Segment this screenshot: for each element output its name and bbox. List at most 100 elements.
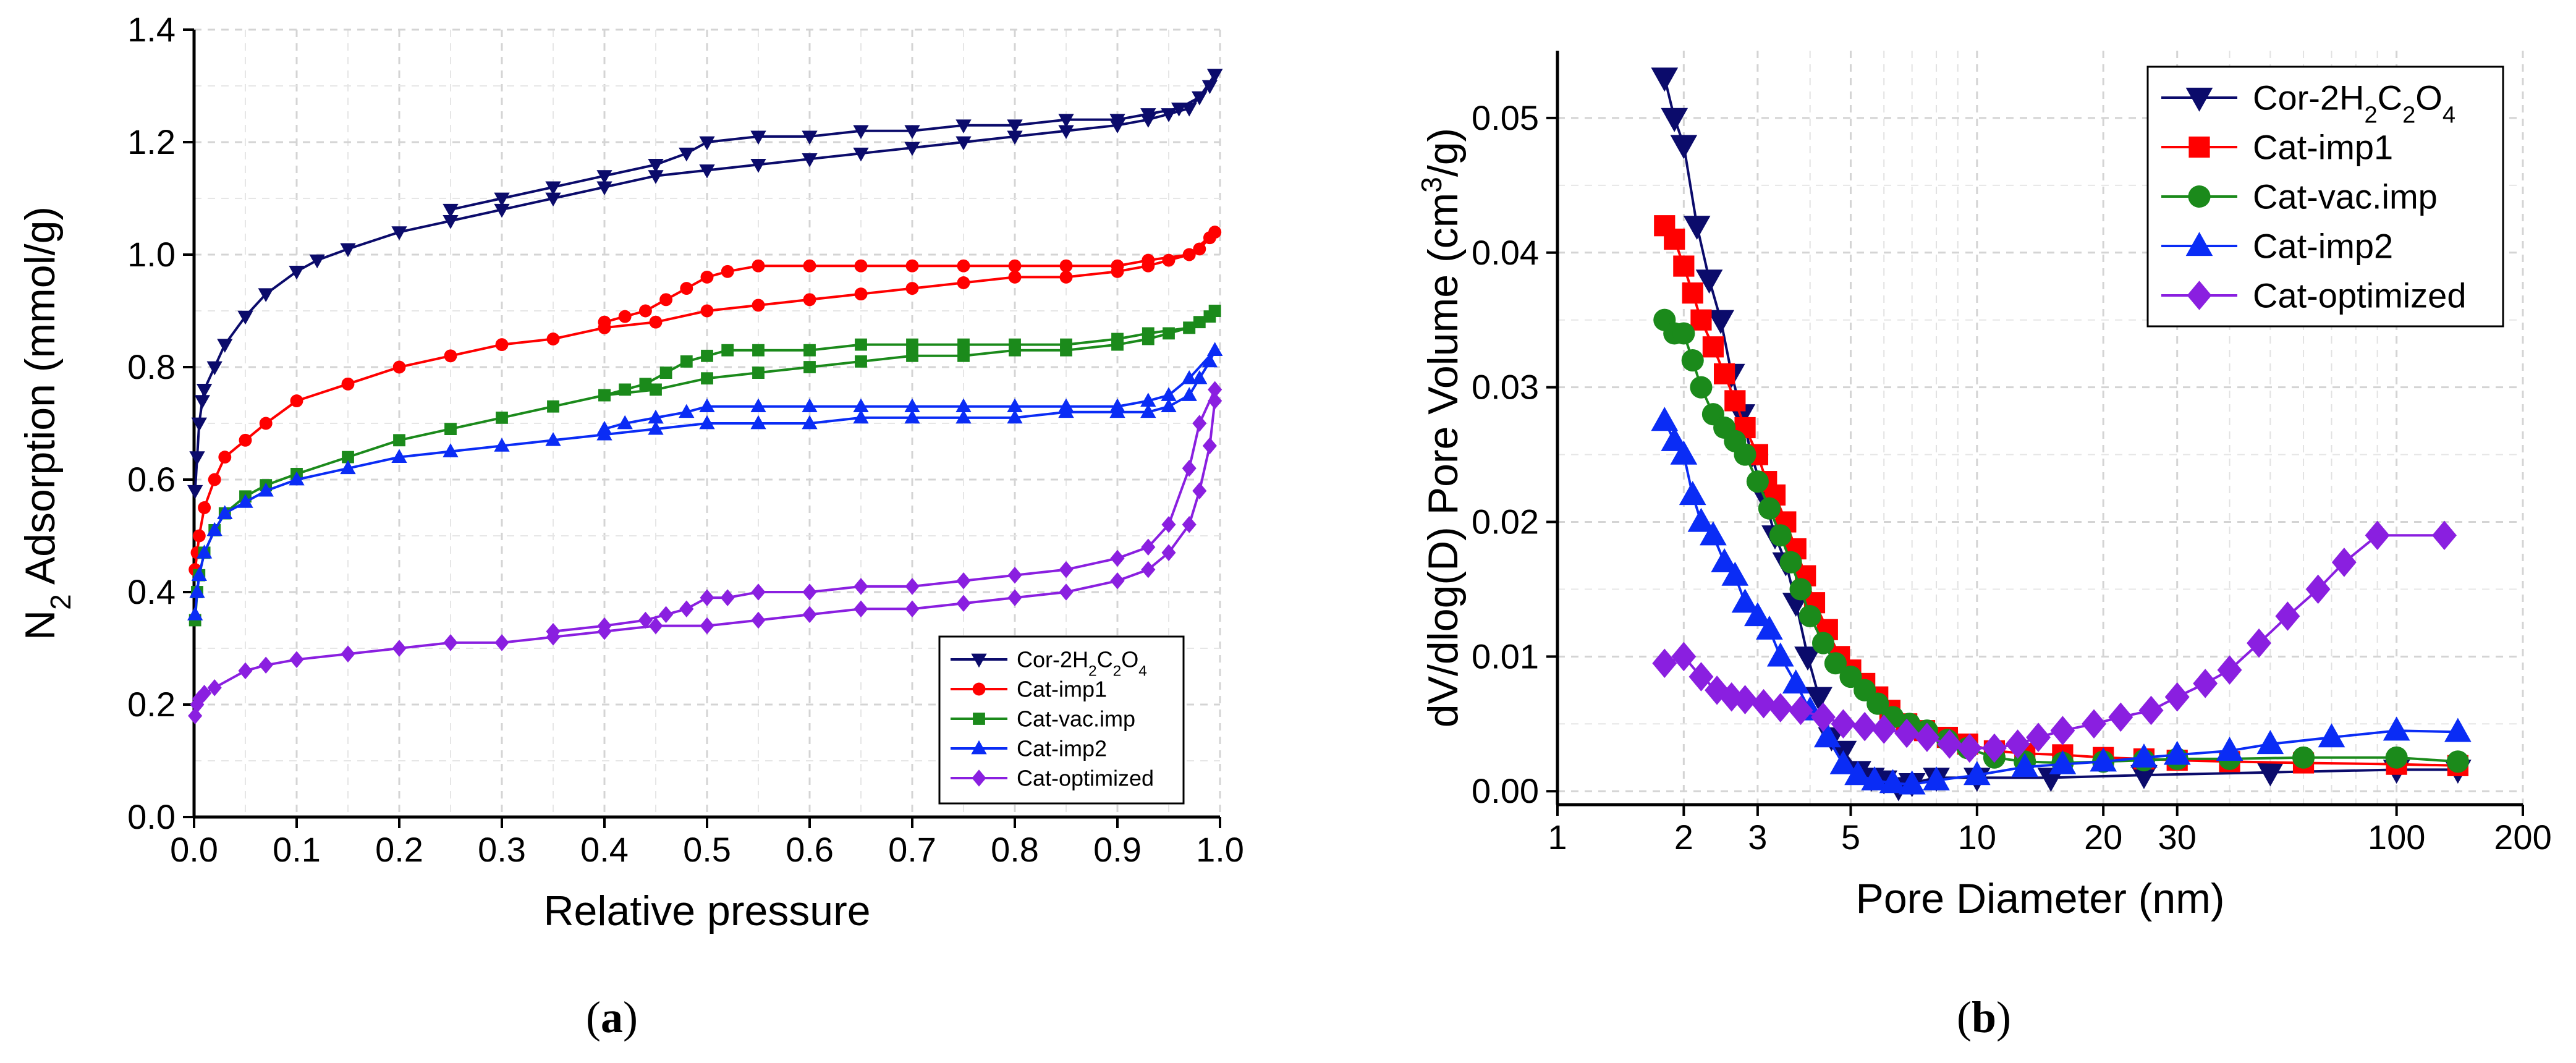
series-cat-optimized-point <box>392 640 407 657</box>
x-tick-label: 0.9 <box>1093 830 1142 869</box>
series-cat-optimized-point <box>854 578 868 595</box>
series-cat-imp2-point <box>2163 740 2191 765</box>
chart-panel-a: 0.0 0.1 0.2 0.3 0.4 0.5 0.6 0.7 0.8 0.9 1.0 0.0 0.2 0… <box>17 10 1244 934</box>
series-cat-imp2-point <box>258 483 274 497</box>
series-cor-2h2c2o4-point <box>1683 216 1711 240</box>
series-cat-optimized-point <box>638 611 653 629</box>
series-cat-imp2-point <box>648 420 664 435</box>
y-axis-label: N2 Adsorption (mmol/g) <box>17 206 77 640</box>
series-cat-imp1-point <box>752 259 765 273</box>
series-cor-2h2c2o4-point <box>1058 125 1074 139</box>
series-cat-vac-imp-point <box>598 389 611 402</box>
series-cat-vac-imp-point <box>1208 305 1221 317</box>
legend-label: Cat-imp1 <box>2253 128 2393 167</box>
series-cat-optimized-point <box>2164 682 2190 712</box>
series-cat-imp2-point <box>1744 602 1771 627</box>
y-tick-label: 0.04 <box>1472 233 1539 272</box>
series-cor-2h2c2o4-point <box>2256 762 2284 787</box>
series-cat-imp1-point <box>803 259 816 273</box>
series-cat-imp1-point <box>618 310 632 323</box>
series-cat-optimized-point <box>2432 520 2457 551</box>
series-cat-vac-imp-point <box>547 400 559 413</box>
series-cat-imp1-point <box>259 417 273 430</box>
legend-marker <box>2185 232 2213 256</box>
series-cat-optimized-point <box>597 617 612 635</box>
series-cat-optimized-point <box>1161 544 1176 562</box>
series-cat-optimized-point <box>802 606 817 624</box>
series-cat-imp1-point <box>1059 259 1073 273</box>
x-tick-label: 1.0 <box>1196 830 1244 869</box>
series-cat-optimized-point <box>1751 688 1776 719</box>
legend-marker <box>971 653 987 668</box>
series-cat-imp2-point <box>2256 730 2284 755</box>
series-cor-2h2c2o4-point <box>217 339 233 353</box>
series-cat-imp2-point <box>853 409 869 424</box>
series-cat-imp2-point <box>189 583 205 598</box>
series-cat-imp1-point <box>905 259 919 273</box>
series-cat-imp1-point <box>218 451 232 464</box>
series-cat-imp1-point <box>638 304 652 318</box>
series-cat-optimized-point <box>905 578 920 595</box>
series-cat-vac-imp-point <box>701 349 713 362</box>
series-cat-imp1-point <box>1714 363 1735 384</box>
legend-label: Cor-2H2C2O4 <box>1017 647 1147 680</box>
series-cat-optimized-point <box>1831 709 1856 739</box>
series-cor-2h2c2o4-point <box>443 203 459 218</box>
x-tick-label: 10 <box>1958 818 1996 857</box>
series-cat-optimized-point <box>1671 642 1697 672</box>
legend-marker <box>2188 136 2210 158</box>
series-cat-vac-imp-point <box>1183 321 1196 334</box>
series-cat-optimized-point <box>1182 460 1197 477</box>
series-cor-2h2c2o4-point <box>289 265 305 280</box>
series-cat-imp1-point <box>1702 336 1724 358</box>
series-cat-vac-imp-point <box>957 349 970 362</box>
series-cat-optimized-point <box>720 589 735 606</box>
series-cat-optimized-point <box>2331 548 2357 577</box>
series-cat-optimized-point <box>494 634 509 651</box>
series-cat-optimized-point <box>289 651 304 668</box>
series-cor-2h2c2o4-point <box>237 310 253 325</box>
series-cat-imp2-point <box>648 409 664 424</box>
series-cat-imp2-point <box>2011 753 2039 777</box>
series-cor-2h2c2o4-point <box>853 125 869 139</box>
series-cat-optimized-point <box>197 685 212 702</box>
series-cat-optimized-point <box>258 656 273 674</box>
series-cor-2h2c2o4-point <box>189 451 205 465</box>
series-cor-2h2c2o4-point <box>194 395 210 409</box>
series-cat-imp1-point <box>854 287 868 301</box>
series-cat-imp1-point <box>700 304 714 318</box>
series-cor-2h2c2o4-point <box>494 192 510 207</box>
series-cat-optimized-point <box>956 595 971 612</box>
series-cat-optimized-point <box>1141 561 1156 578</box>
series-cat-imp2-point <box>1140 404 1156 418</box>
x-tick-label: 1 <box>1548 818 1567 857</box>
series-cat-imp1-point <box>1059 270 1073 284</box>
series-cat-optimized-point <box>238 662 253 680</box>
series-cat-vac-imp-point <box>721 344 734 357</box>
y-tick-label: 0.01 <box>1472 637 1539 675</box>
legend-label: Cat-imp1 <box>1017 677 1107 702</box>
series-cat-optimized-point <box>443 634 458 651</box>
series-cat-vac-imp-point <box>650 383 662 396</box>
series-cat-imp1-point <box>198 501 211 514</box>
series-cat-optimized-point <box>905 600 920 618</box>
series-cat-optimized-point <box>207 679 222 697</box>
series-cat-vac-imp-point <box>1009 338 1021 351</box>
legend-marker <box>2188 185 2211 208</box>
series-cat-imp2-point <box>1700 521 1727 546</box>
series-cat-imp2-point <box>1756 615 1783 640</box>
series-cat-optimized-point <box>1110 549 1125 567</box>
series-cat-imp2-point <box>1161 398 1177 413</box>
series-cat-imp2-point <box>1651 407 1679 431</box>
series-cat-optimized-point <box>1732 685 1758 714</box>
series-cat-imp1-point <box>546 332 560 345</box>
series-cat-imp2-point <box>2383 716 2410 741</box>
series-cat-imp2-point <box>1181 370 1197 384</box>
series-cat-imp2-point <box>955 398 972 413</box>
series-cat-optimized-point <box>2082 709 2107 739</box>
y-tick-label: 0.03 <box>1472 368 1539 407</box>
series-cat-imp2-point <box>443 443 459 457</box>
series-cat-vac-imp-point <box>659 366 672 379</box>
y-tick-label: 0.4 <box>127 572 176 611</box>
